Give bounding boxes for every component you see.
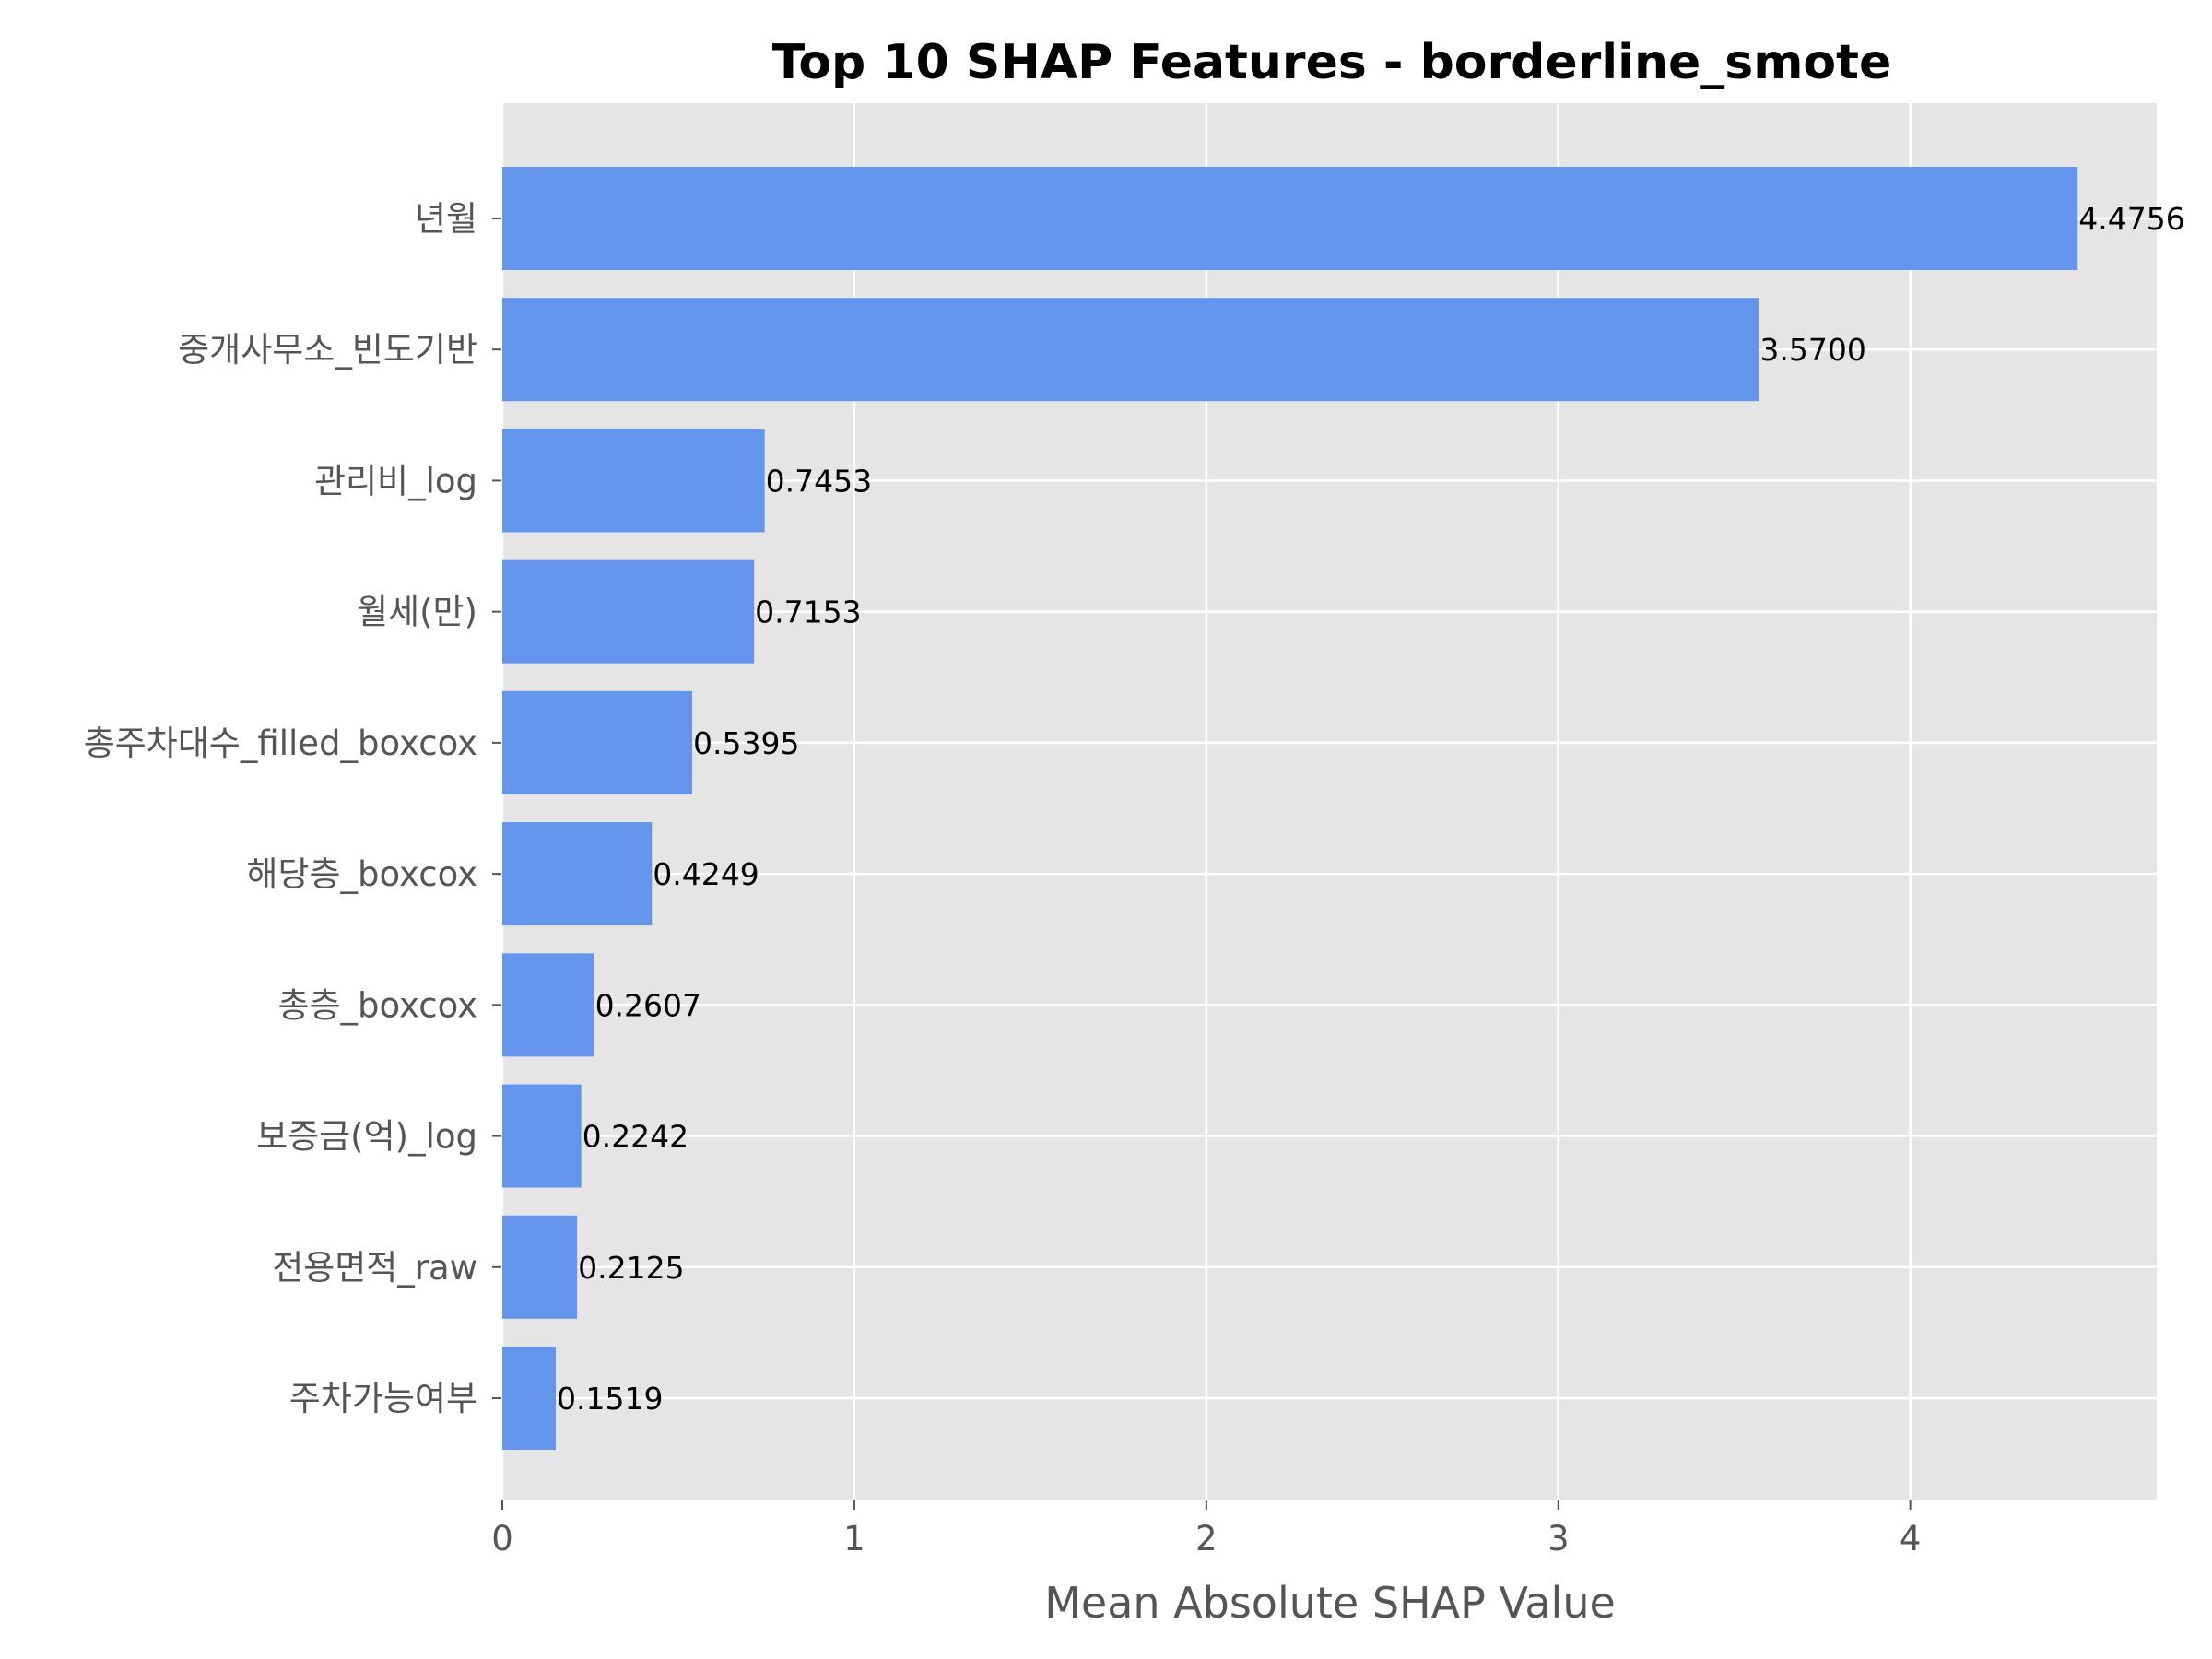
y-tick-label: 관리비_log [314, 461, 477, 500]
bar-value-label: 0.5395 [693, 725, 799, 761]
bar-value-label: 0.4249 [653, 856, 759, 892]
y-tick-label: 전용면적_raw [272, 1248, 477, 1288]
bar-value-label: 0.7153 [755, 594, 861, 630]
x-tick-label: 3 [1547, 1519, 1570, 1559]
bars: 4.4756 3.5700 0.7453 0.7153 0.5395 0.4249 0.26… [502, 167, 2185, 1450]
bar [502, 298, 1759, 402]
bar [502, 167, 2078, 270]
bar-value-label: 0.2242 [582, 1119, 688, 1155]
bar-value-label: 0.2607 [595, 987, 701, 1023]
x-axis-label: Mean Absolute SHAP Value [1044, 1578, 1616, 1628]
y-tick-label: 보증금(억)_log [256, 1117, 477, 1157]
y-tick-label: 해당층_boxcox [246, 854, 477, 894]
x-axis: 0 1 2 3 4 [491, 1500, 1921, 1559]
y-tick-label: 월세(만) [357, 593, 477, 632]
bar [502, 429, 765, 533]
bar [502, 1084, 582, 1188]
y-tick-label: 총층_boxcox [277, 985, 477, 1025]
bar [502, 953, 594, 1057]
bar-value-label: 0.1519 [557, 1381, 663, 1417]
bar-value-label: 4.4756 [2078, 201, 2184, 237]
bar [502, 1347, 557, 1450]
bar [502, 1215, 578, 1319]
y-tick-label: 총주차대수_filled_boxcox [84, 724, 477, 763]
chart-title: Top 10 SHAP Features - borderline_smote [772, 35, 1891, 90]
bar-value-label: 0.7453 [766, 463, 872, 499]
bar [502, 690, 693, 794]
y-tick-label: 주차가능여부 [289, 1379, 477, 1418]
x-tick-label: 4 [1900, 1519, 1922, 1559]
x-tick-label: 2 [1195, 1519, 1218, 1559]
x-tick-label: 1 [843, 1519, 865, 1559]
x-tick-label: 0 [491, 1519, 513, 1559]
bar [502, 559, 755, 664]
bar [502, 822, 653, 926]
y-tick-label: 중개사무소_빈도기반 [178, 330, 477, 370]
bar-value-label: 3.5700 [1759, 332, 1865, 368]
bar-value-label: 0.2125 [578, 1250, 684, 1286]
y-tick-label: 년월 [415, 199, 477, 239]
